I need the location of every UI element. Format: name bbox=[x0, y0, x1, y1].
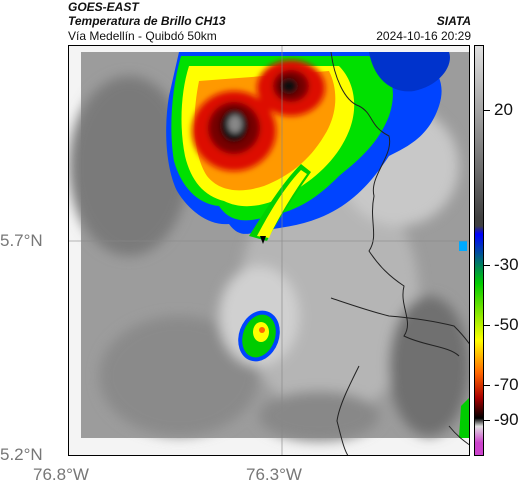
satellite-map[interactable] bbox=[68, 45, 470, 456]
agency-label: SIATA bbox=[436, 14, 471, 28]
colorbar bbox=[474, 45, 484, 456]
cb-tick-20 bbox=[484, 110, 490, 111]
cb-tick-m90 bbox=[484, 420, 490, 421]
cb-label-m50: -50 bbox=[494, 315, 519, 334]
cb-tick-m30 bbox=[484, 265, 490, 266]
satellite-title: GOES-EAST bbox=[68, 0, 139, 14]
lat-label-bottom: 5.2°N bbox=[0, 445, 43, 464]
timestamp-label: 2024-10-16 20:29 bbox=[376, 29, 471, 43]
storm-cell-small bbox=[238, 310, 280, 362]
cb-tick-m50 bbox=[484, 325, 490, 326]
cb-label-m70: -70 bbox=[494, 375, 519, 394]
route-subtitle: Vía Medellín - Quibdó 50km bbox=[68, 29, 217, 43]
cb-label-20: 20 bbox=[494, 100, 513, 119]
cb-label-m30: -30 bbox=[494, 255, 519, 274]
product-title: Temperatura de Brillo CH13 bbox=[68, 14, 226, 28]
lon-label-left: 76.8°W bbox=[33, 465, 89, 484]
cb-tick-m70 bbox=[484, 385, 490, 386]
admin-borders bbox=[330, 51, 469, 455]
lat-label-top: 5.7°N bbox=[0, 231, 43, 250]
storm-cloud-main bbox=[166, 52, 450, 241]
cb-label-m90: -90 bbox=[494, 410, 519, 429]
city-marker-icon[interactable] bbox=[260, 236, 266, 244]
graticule bbox=[69, 46, 469, 455]
lon-label-right: 76.3°W bbox=[246, 465, 302, 484]
